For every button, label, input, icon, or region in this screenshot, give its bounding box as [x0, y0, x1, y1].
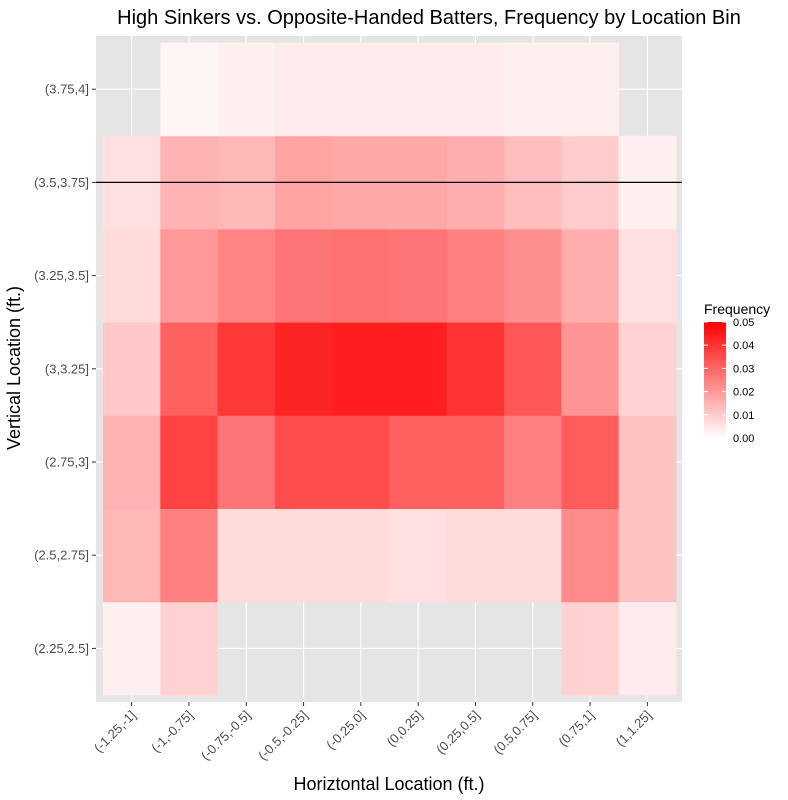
heatmap-cell: [618, 322, 677, 416]
y-tick-label: (3.75,4]: [45, 82, 89, 97]
heatmap-cell: [160, 322, 218, 416]
x-tick-label: (-0.5,-0.25]: [255, 708, 311, 764]
x-tick-label: (-1,-0.75]: [148, 708, 196, 756]
y-axis-title: Vertical Location (ft.): [4, 286, 24, 450]
chart-title: High Sinkers vs. Opposite-Handed Batters…: [117, 7, 741, 29]
y-tick-label: (3,3.25]: [45, 361, 89, 376]
heatmap-cell: [446, 229, 505, 323]
heatmap-cell: [332, 508, 390, 603]
heatmap-cell: [217, 508, 276, 603]
heatmap-cell: [217, 229, 276, 323]
heatmap-cell: [504, 415, 562, 509]
heatmap-cell: [389, 229, 448, 323]
y-tick-label: (2.5,2.75]: [34, 548, 89, 563]
heatmap-cell: [103, 229, 161, 323]
heatmap-cell: [561, 508, 620, 603]
y-tick-label: (3.5,3.75]: [34, 175, 89, 190]
heatmap-cell: [618, 508, 677, 603]
heatmap-cell: [103, 601, 161, 696]
x-axis: (-1.25,-1] (-1,-0.75] (-0.75,-0.5] (-0.5,-0…: [91, 702, 655, 764]
x-tick-label: (0.25,0.5]: [433, 708, 482, 757]
heatmap-cell: [274, 322, 333, 416]
heatmap-cell: [217, 42, 276, 137]
heatmap-cell: [103, 508, 161, 603]
x-tick-label: (0,0.25]: [383, 708, 425, 750]
heatmap-cell: [504, 42, 562, 137]
heatmap-cell: [160, 415, 218, 509]
legend-tick-label: 0.00: [733, 433, 754, 445]
plot-panel: [96, 36, 682, 702]
x-tick-label: (0.5,0.75]: [490, 708, 539, 757]
x-axis-title: Horiztontal Location (ft.): [293, 774, 484, 794]
legend-tick-label: 0.04: [733, 340, 754, 352]
heatmap-cell: [160, 229, 218, 323]
heatmap-cell: [217, 322, 276, 416]
heatmap-cell: [274, 508, 333, 603]
legend: Frequency 0.00 0.01 0.02 0.03 0.04 0.05: [704, 301, 770, 445]
heatmap-cell: [103, 322, 161, 416]
heatmap-cell: [332, 229, 390, 323]
heatmap-cell: [446, 322, 505, 416]
x-tick-label: (0.75,1]: [555, 708, 597, 750]
heatmap-cell: [504, 229, 562, 323]
heatmap-cell: [561, 415, 620, 509]
heatmap-cell: [217, 415, 276, 509]
heatmap-cell: [618, 601, 677, 696]
heatmap-cell: [389, 508, 448, 603]
heatmap-cell: [160, 508, 218, 603]
heatmap-cell: [274, 415, 333, 509]
x-tick-label: (-1.25,-1]: [91, 708, 139, 756]
heatmap-cell: [504, 508, 562, 603]
x-tick-label: (1,1.25]: [613, 708, 655, 750]
y-tick-label: (3.25,3.5]: [34, 268, 89, 283]
heatmap-cell: [446, 508, 505, 603]
heatmap-cell: [561, 601, 620, 696]
x-tick-label: (-0.75,-0.5]: [198, 708, 254, 764]
heatmap-cell: [446, 42, 505, 137]
heatmap-cell: [389, 42, 448, 137]
heatmap-cell: [274, 229, 333, 323]
legend-tick-label: 0.01: [733, 410, 754, 422]
heatmap-cell: [332, 42, 390, 137]
heatmap-cell: [504, 322, 562, 416]
y-axis: (2.25,2.5] (2.5,2.75] (2.75,3] (3,3.25] (3.2…: [34, 82, 96, 656]
heatmap-cell: [446, 415, 505, 509]
heatmap-cell: [332, 415, 390, 509]
heatmap-cell: [561, 322, 620, 416]
heatmap-cell: [160, 42, 218, 137]
heatmap-cell: [160, 601, 218, 696]
heatmap-cell: [389, 415, 448, 509]
legend-tick-label: 0.05: [733, 317, 754, 329]
heatmap-cell: [103, 415, 161, 509]
heatmap-cell: [618, 415, 677, 509]
legend-colorbar: [704, 322, 726, 438]
heatmap-cell: [389, 322, 448, 416]
legend-tick-label: 0.03: [733, 363, 754, 375]
legend-tick-label: 0.02: [733, 387, 754, 399]
legend-title: Frequency: [704, 301, 770, 317]
x-tick-label: (-0.25,0]: [323, 708, 368, 753]
heatmap-cell: [618, 229, 677, 323]
y-tick-label: (2.25,2.5]: [34, 641, 89, 656]
heatmap-cell: [332, 322, 390, 416]
y-tick-label: (2.75,3]: [45, 455, 89, 470]
heatmap-cell: [561, 42, 620, 137]
heatmap-cell: [274, 42, 333, 137]
heatmap-cell: [561, 229, 620, 323]
